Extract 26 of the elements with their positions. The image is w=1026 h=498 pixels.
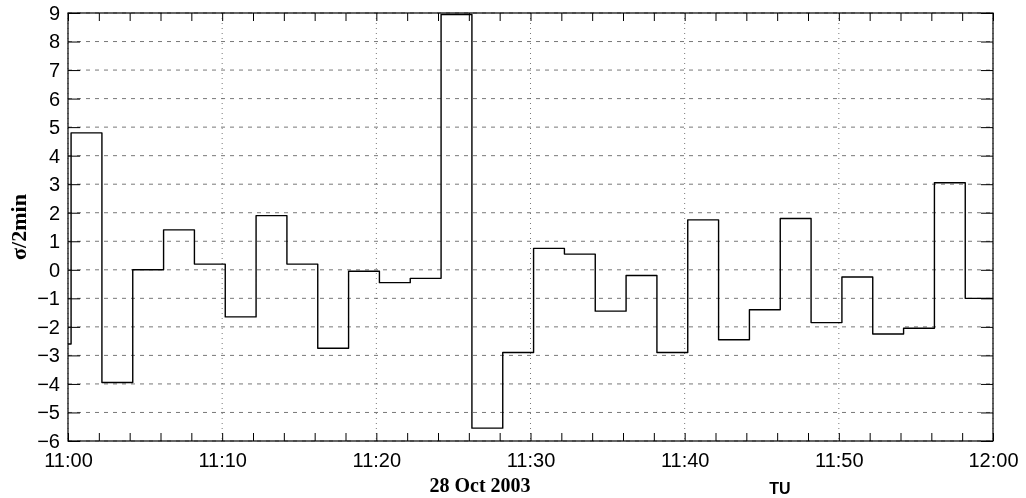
y-axis-title: σ/2min (6, 194, 31, 260)
y-tick-label: 3 (48, 173, 60, 196)
x-tick-label: 11:40 (660, 449, 710, 472)
x-tick-label: 11:10 (198, 449, 247, 472)
y-tick-label: −3 (37, 344, 60, 367)
x-tick-label: 11:20 (352, 449, 402, 472)
y-tick-label: 7 (48, 58, 60, 81)
x-axis-title: 28 Oct 2003 (429, 474, 531, 496)
y-tick-label: −6 (37, 429, 60, 452)
y-tick-label: −1 (37, 287, 60, 310)
x-tick-label: 12:00 (968, 449, 1019, 472)
x-tick-label: 11:50 (815, 449, 864, 472)
y-tick-label: 0 (48, 258, 60, 281)
y-tick-label: 2 (48, 201, 60, 224)
y-tick-label: −2 (37, 315, 60, 338)
y-tick-label: 8 (48, 30, 60, 53)
y-tick-label: −5 (37, 401, 60, 424)
y-tick-label: 4 (48, 144, 60, 167)
x-tick-label: 11:00 (44, 449, 93, 472)
y-tick-label: 5 (48, 116, 60, 139)
x-tick-label: 11:30 (506, 449, 556, 472)
y-tick-label: 6 (48, 87, 60, 110)
y-tick-label: 9 (48, 1, 60, 24)
text: TU (769, 480, 791, 497)
y-tick-label: 1 (48, 230, 60, 253)
y-tick-label: −4 (37, 372, 60, 395)
